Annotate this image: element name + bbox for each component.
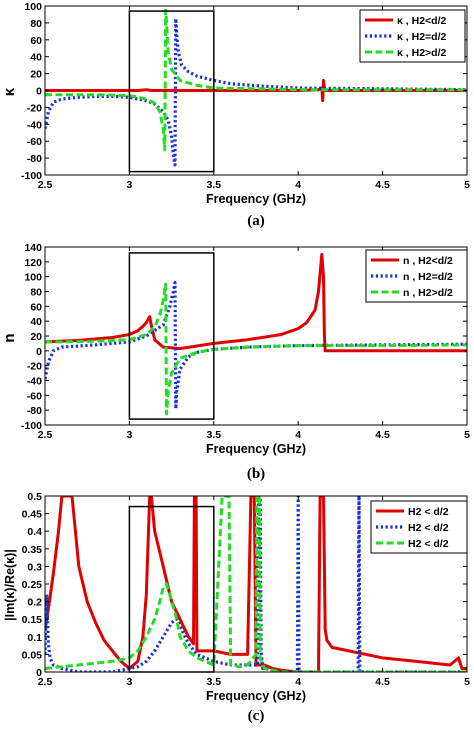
- y-tick-label: -60: [27, 390, 42, 402]
- series-line-1: [45, 252, 467, 353]
- y-tick-label: 0.1: [27, 632, 42, 644]
- legend-entry: n , H2>d/2: [403, 287, 453, 299]
- y-tick-label: -20: [27, 102, 42, 114]
- legend-entry: κ , H2>d/2: [397, 47, 446, 59]
- series-line-2: [45, 17, 467, 167]
- y-tick-label: 0: [36, 667, 42, 679]
- panel-caption: (c): [248, 708, 265, 724]
- x-axis-label: Frequency (GHz): [206, 192, 306, 206]
- x-tick-label: 3.5: [206, 429, 221, 441]
- x-tick-label: 4.5: [375, 676, 390, 688]
- y-axis-label: |Im(κ)/Re(κ)|: [3, 549, 17, 621]
- y-tick-label: 0.3: [27, 561, 42, 573]
- chart-panel-c: 2.5 3 3.5 4 4.5 5 0 0.05 0.1 0.15 0.2 0.25 0.3 0.35 0.…: [3, 491, 470, 724]
- y-tick-label: 0.15: [22, 614, 43, 626]
- y-tick-label: -40: [27, 119, 42, 131]
- x-tick-label: 3: [126, 179, 132, 191]
- x-tick-label: 4: [295, 179, 301, 191]
- y-tick-label: 40: [30, 52, 42, 64]
- y-tick-label: -80: [27, 405, 42, 417]
- legend-entry: n , H2=d/2: [403, 271, 453, 283]
- x-axis-label: Frequency (GHz): [206, 442, 306, 456]
- highlight-box: [128, 10, 215, 173]
- highlight-box: [128, 252, 215, 420]
- y-tick-label: 0: [36, 346, 42, 358]
- panel-caption: (b): [247, 466, 265, 482]
- y-tick-label: 0: [36, 86, 42, 98]
- y-axis-label: κ: [1, 87, 18, 96]
- series-line-1: [45, 496, 467, 672]
- y-tick-label: 0.45: [22, 509, 43, 521]
- series-line-2: [45, 496, 467, 672]
- legend-entry: κ , H2<d/2: [397, 15, 446, 27]
- x-tick-label: 4.5: [375, 429, 390, 441]
- y-tick-label: 60: [30, 301, 42, 313]
- y-tick-label: 100: [24, 272, 42, 284]
- y-tick-label: 20: [30, 331, 42, 343]
- y-tick-label: 0.5: [27, 491, 42, 503]
- x-tick-label: 3.5: [206, 179, 221, 191]
- legend: n , H2<d/2 n , H2=d/2 n , H2>d/2: [365, 249, 468, 303]
- x-tick-label: 4.5: [375, 179, 390, 191]
- y-tick-label: -20: [27, 361, 42, 373]
- y-tick-label: 0.4: [27, 526, 42, 538]
- chart-panel-a: 2.5 3 3.5 4 4.5 5 -100 -80 -60 -40 -20 0 20 40 60 80 100…: [1, 1, 470, 229]
- x-axis-label: Frequency (GHz): [206, 689, 306, 703]
- x-tick-label: 2.5: [38, 179, 53, 191]
- y-tick-label: 100: [24, 1, 42, 13]
- y-tick-label: 0.2: [27, 597, 42, 609]
- y-tick-label: -100: [21, 420, 42, 432]
- x-tick-label: 5: [464, 429, 470, 441]
- panel-caption: (a): [247, 213, 265, 229]
- x-tick-label: 5: [464, 179, 470, 191]
- x-tick-label: 3: [126, 429, 132, 441]
- legend-entry: n , H2<d/2: [403, 255, 453, 267]
- y-tick-label: -100: [21, 170, 42, 182]
- series-group: [45, 8, 467, 167]
- legend: H2 < d/2 H2 < d/2 H2 < d/2: [370, 500, 468, 554]
- legend-entry: H2 < d/2: [408, 506, 449, 518]
- y-tick-label: 0.35: [22, 544, 43, 556]
- x-tick-label: 2.5: [38, 676, 53, 688]
- y-tick-label: 80: [30, 18, 42, 30]
- y-tick-label: 40: [30, 316, 42, 328]
- y-tick-label: -80: [27, 153, 42, 165]
- x-tick-label: 3: [126, 676, 132, 688]
- x-tick-label: 2.5: [38, 429, 53, 441]
- y-tick-label: 0.25: [22, 579, 43, 591]
- chart-panel-b: 2.5 3 3.5 4 4.5 5 -100 -80 -60 -40 -20 0 20 40 60 80 100…: [1, 242, 470, 482]
- x-tick-label: 3.5: [206, 676, 221, 688]
- y-tick-label: 0.05: [22, 649, 43, 661]
- legend-entry: H2 < d/2: [408, 538, 449, 550]
- legend-entry: κ , H2=d/2: [397, 31, 446, 43]
- y-tick-label: 140: [24, 242, 42, 254]
- series-line-3: [45, 496, 467, 672]
- legend: κ , H2<d/2 κ , H2=d/2 κ , H2>d/2: [359, 9, 466, 63]
- series-group: [45, 496, 467, 672]
- y-tick-label: -60: [27, 136, 42, 148]
- y-tick-label: 80: [30, 287, 42, 299]
- y-tick-label: 20: [30, 69, 42, 81]
- legend-entry: H2 < d/2: [408, 522, 449, 534]
- y-tick-label: 60: [30, 35, 42, 47]
- x-tick-label: 4: [295, 676, 301, 688]
- y-tick-label: 120: [24, 257, 42, 269]
- x-tick-label: 4: [295, 429, 301, 441]
- x-tick-label: 5: [464, 676, 470, 688]
- y-axis-label: n: [1, 333, 18, 342]
- series-line-3: [45, 8, 467, 152]
- y-tick-label: -40: [27, 376, 42, 388]
